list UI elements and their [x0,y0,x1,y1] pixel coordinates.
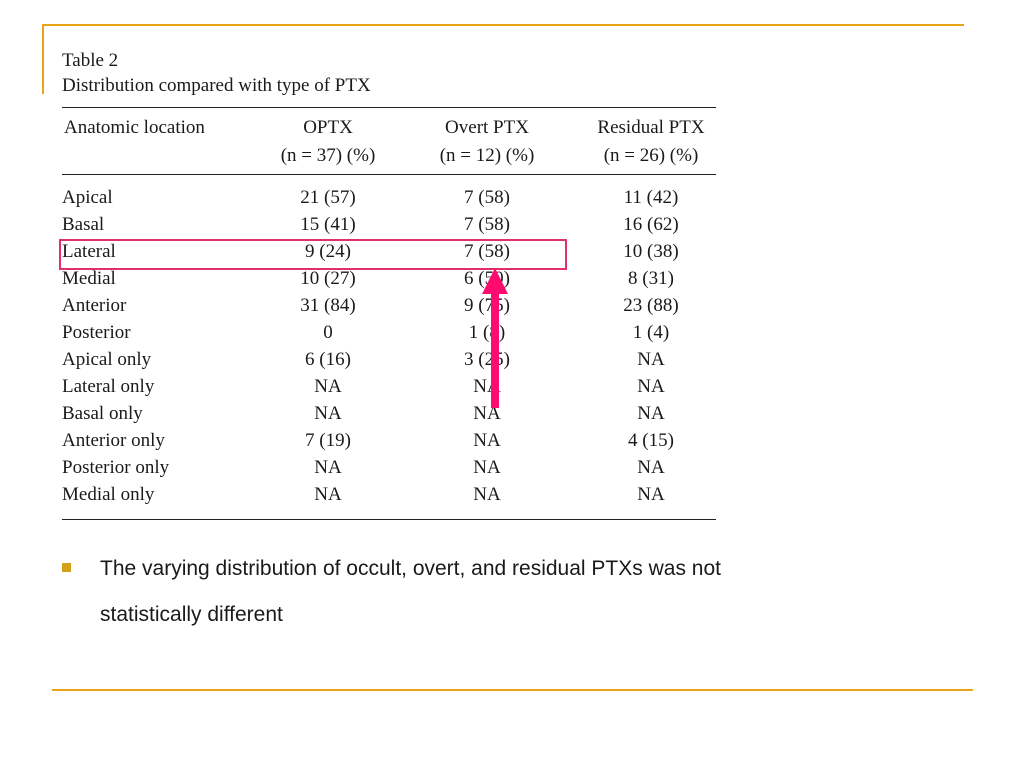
cell-overt-ptx: NA [473,376,501,397]
cell-residual-ptx: 11 (42) [623,187,679,208]
table-row: Medial only NA NA NA [62,481,716,508]
table-row: Basal 15 (41) 7 (58) 16 (62) [62,211,716,238]
table-row: Apical only 6 (16) 3 (25) NA [62,346,716,373]
table-rule-header [62,174,716,175]
table-row: Apical 21 (57) 7 (58) 11 (42) [62,184,716,211]
cell-location: Anterior [62,295,127,316]
cell-location: Anterior only [62,430,165,451]
cell-residual-ptx: NA [637,403,665,424]
header-optx: OPTX (n = 37) (%) [280,117,376,166]
cell-residual-ptx: NA [637,484,665,505]
table-row: Basal only NA NA NA [62,400,716,427]
bullet-point: The varying distribution of occult, over… [62,546,942,638]
cell-overt-ptx: 6 (50) [464,268,510,289]
table-caption: Distribution compared with type of PTX [62,75,371,96]
accent-line-left [42,24,44,94]
cell-residual-ptx: NA [637,349,665,370]
cell-overt-ptx: 7 (58) [464,214,510,235]
cell-optx: 10 (27) [300,268,356,289]
cell-location: Posterior [62,322,131,343]
table-figure: Table 2 Distribution compared with type … [62,48,718,520]
table-body: Apical 21 (57) 7 (58) 11 (42) Basal 15 (… [62,184,716,508]
table-row: Medial 10 (27) 6 (50) 8 (31) [62,265,716,292]
table-row: Posterior only NA NA NA [62,454,716,481]
cell-location: Lateral [62,241,116,262]
table-row: Anterior 31 (84) 9 (75) 23 (88) [62,292,716,319]
cell-location: Basal [62,214,105,235]
table-row: Posterior 0 1 (8) 1 (4) [62,319,716,346]
cell-overt-ptx: 1 (8) [468,322,506,343]
header-overt-ptx: Overt PTX (n = 12) (%) [439,117,535,166]
cell-residual-ptx: 10 (38) [623,241,679,262]
cell-optx: 0 [323,322,333,343]
cell-optx: 7 (19) [305,430,351,451]
accent-line-top [42,24,964,26]
cell-optx: 31 (84) [300,295,356,316]
table-row: Lateral only NA NA NA [62,373,716,400]
cell-optx: 9 (24) [305,241,351,262]
cell-residual-ptx: NA [637,376,665,397]
cell-residual-ptx: 16 (62) [623,214,679,235]
cell-residual-ptx: 23 (88) [623,295,679,316]
cell-optx: 21 (57) [300,187,356,208]
cell-location: Medial [62,268,116,289]
cell-location: Apical only [62,349,152,370]
cell-residual-ptx: 4 (15) [628,430,674,451]
cell-residual-ptx: 8 (31) [628,268,674,289]
table-row: Anterior only 7 (19) NA 4 (15) [62,427,716,454]
cell-location: Apical [62,187,113,208]
bullet-text: The varying distribution of occult, over… [100,557,721,626]
cell-residual-ptx: 1 (4) [632,322,670,343]
cell-optx: 15 (41) [300,214,356,235]
cell-overt-ptx: NA [473,457,501,478]
table-rule-bottom [62,519,716,520]
cell-overt-ptx: 9 (75) [464,295,510,316]
cell-overt-ptx: NA [473,430,501,451]
header-anatomic-location: Anatomic location [64,117,205,138]
cell-overt-ptx: NA [473,403,501,424]
cell-overt-ptx: 7 (58) [464,187,510,208]
table-title: Table 2 [62,50,119,71]
header-residual-ptx: Residual PTX (n = 26) (%) [597,117,705,166]
cell-optx: NA [314,484,342,505]
cell-overt-ptx: 7 (58) [464,241,510,262]
cell-location: Lateral only [62,376,155,397]
cell-optx: NA [314,376,342,397]
cell-location: Posterior only [62,457,170,478]
cell-location: Basal only [62,403,143,424]
table-row: Lateral 9 (24) 7 (58) 10 (38) [62,238,716,265]
table-header: Anatomic location OPTX (n = 37) (%) Over… [62,114,716,170]
bullet-square-icon [62,563,71,572]
cell-optx: NA [314,457,342,478]
cell-overt-ptx: NA [473,484,501,505]
cell-residual-ptx: NA [637,457,665,478]
cell-location: Medial only [62,484,155,505]
accent-line-bottom [52,689,973,691]
cell-optx: NA [314,403,342,424]
cell-overt-ptx: 3 (25) [464,349,510,370]
table-rule-top [62,107,716,108]
cell-optx: 6 (16) [305,349,351,370]
